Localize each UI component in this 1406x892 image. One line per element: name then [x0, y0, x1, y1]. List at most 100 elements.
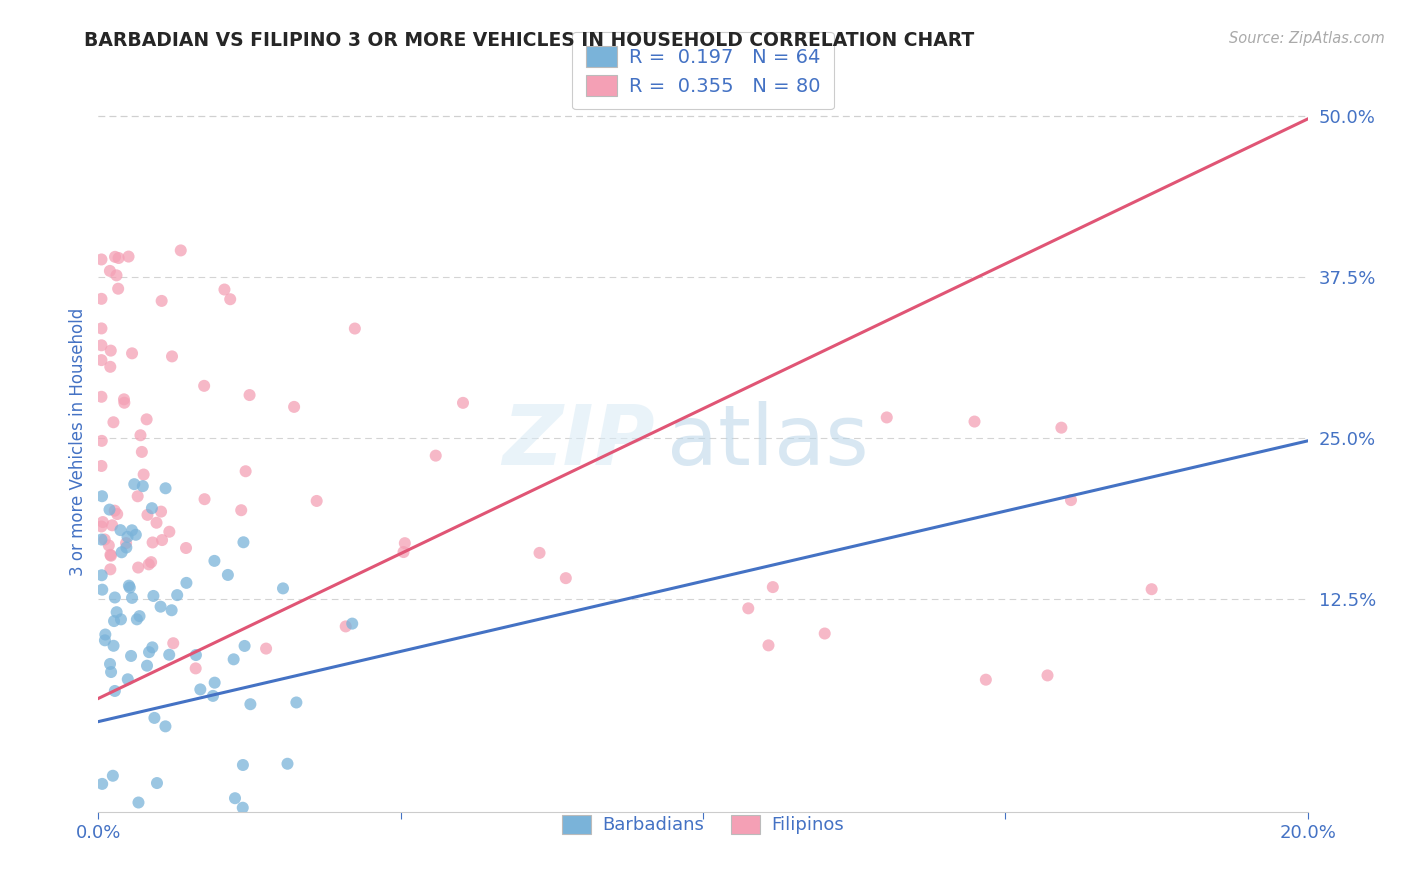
Point [451, 396, 474, 410]
Point [974, 673, 997, 687]
Point [104, 591, 127, 605]
Point [235, 464, 257, 478]
Point [101, 518, 124, 533]
Point [219, 292, 242, 306]
Point [184, 661, 207, 675]
Point [100, 343, 122, 358]
Point [100, 548, 122, 562]
Point [117, 250, 139, 264]
Point [98, 502, 121, 516]
Point [170, 244, 193, 258]
Point [91, 582, 114, 597]
Point [217, 568, 239, 582]
Point [103, 614, 125, 628]
Point [127, 796, 149, 810]
Point [101, 769, 124, 783]
Point [138, 558, 160, 572]
Point [141, 501, 163, 516]
Point [90, 434, 112, 448]
Point [104, 503, 127, 517]
Point [239, 388, 262, 402]
Point [127, 560, 149, 574]
Point [91, 515, 114, 529]
Point [110, 545, 132, 559]
Point [90, 458, 112, 473]
Point [285, 696, 308, 710]
Point [157, 648, 180, 662]
Point [107, 251, 129, 265]
Point [224, 791, 246, 805]
Point [136, 508, 159, 522]
Point [131, 445, 153, 459]
Point [90, 568, 112, 582]
Point [335, 619, 357, 633]
Point [117, 673, 139, 687]
Point [104, 250, 127, 264]
Point [90, 338, 112, 352]
Point [142, 589, 165, 603]
Point [127, 489, 149, 503]
Point [90, 292, 112, 306]
Point [98, 657, 121, 671]
Point [98, 562, 121, 576]
Point [188, 682, 211, 697]
Point [1060, 493, 1083, 508]
Legend: Barbadians, Filipinos: Barbadians, Filipinos [550, 802, 856, 847]
Point [150, 293, 173, 308]
Point [394, 536, 416, 550]
Point [112, 392, 135, 407]
Point [122, 477, 145, 491]
Point [232, 801, 254, 815]
Point [160, 603, 183, 617]
Point [105, 507, 128, 521]
Point [98, 264, 121, 278]
Point [150, 533, 173, 547]
Text: Source: ZipAtlas.com: Source: ZipAtlas.com [1229, 31, 1385, 46]
Point [105, 268, 128, 283]
Point [233, 639, 256, 653]
Point [90, 321, 112, 335]
Point [762, 580, 785, 594]
Point [193, 492, 215, 507]
Point [201, 689, 224, 703]
Point [271, 582, 294, 596]
Point [121, 523, 143, 537]
Point [118, 579, 141, 593]
Point [166, 588, 188, 602]
Point [174, 541, 197, 555]
Point [157, 524, 180, 539]
Text: BARBADIAN VS FILIPINO 3 OR MORE VEHICLES IN HOUSEHOLD CORRELATION CHART: BARBADIAN VS FILIPINO 3 OR MORE VEHICLES… [84, 31, 974, 50]
Point [132, 467, 155, 482]
Point [90, 252, 112, 267]
Point [94, 627, 117, 641]
Point [149, 599, 172, 614]
Point [176, 575, 198, 590]
Point [115, 536, 138, 550]
Point [129, 428, 152, 442]
Point [254, 641, 277, 656]
Point [107, 282, 129, 296]
Point [90, 390, 112, 404]
Point [204, 675, 226, 690]
Point [963, 415, 986, 429]
Point [155, 481, 177, 495]
Point [135, 412, 157, 426]
Point [100, 549, 122, 563]
Point [283, 400, 305, 414]
Point [876, 410, 898, 425]
Point [222, 652, 245, 666]
Point [162, 636, 184, 650]
Point [160, 350, 183, 364]
Point [1036, 668, 1059, 682]
Point [132, 479, 155, 493]
Point [232, 758, 254, 772]
Point [343, 321, 366, 335]
Point [94, 633, 117, 648]
Point [146, 776, 169, 790]
Point [98, 359, 121, 374]
Point [184, 648, 207, 662]
Point [737, 601, 759, 615]
Point [155, 719, 177, 733]
Y-axis label: 3 or more Vehicles in Household: 3 or more Vehicles in Household [69, 308, 87, 575]
Point [91, 777, 114, 791]
